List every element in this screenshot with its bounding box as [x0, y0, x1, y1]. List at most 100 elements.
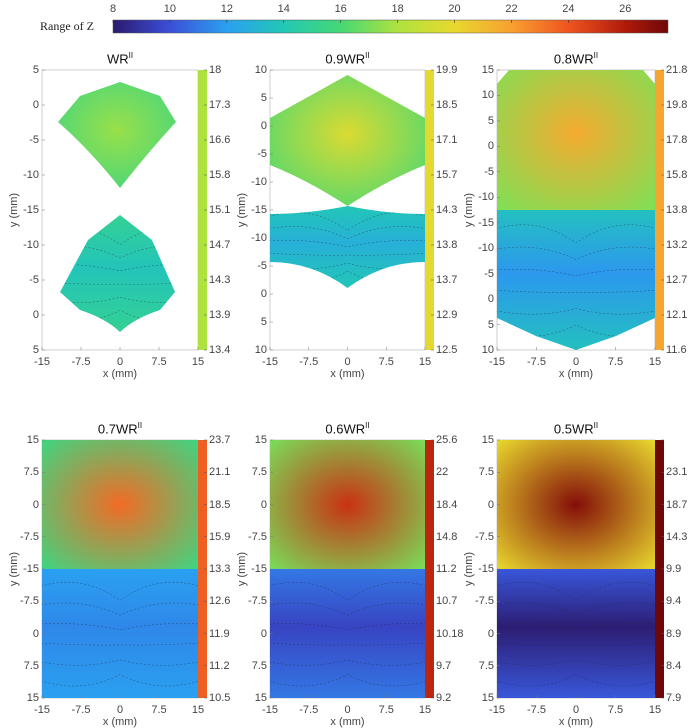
- colorbar-tick-label: 17.1: [436, 134, 458, 146]
- x-tick-label: -15: [34, 704, 50, 716]
- colorbar-tick-label: 10.18: [436, 627, 464, 640]
- x-tick-label: 0: [116, 356, 124, 368]
- contour-line: [42, 582, 198, 601]
- x-tick-label: 7.5: [607, 356, 624, 368]
- global-colorbar: [112, 19, 669, 34]
- upper-heatmap-region: [58, 82, 176, 188]
- y-axis-label: y (mm): [463, 551, 475, 587]
- colorbar-tick-label: 22: [436, 466, 449, 479]
- y-tick-label: -7.5: [475, 530, 494, 543]
- y-tick-label: -5: [257, 148, 267, 160]
- contour-line: [270, 271, 425, 283]
- y-tick-label: 10: [254, 344, 267, 356]
- colorbar-tick-label: 18.5: [209, 498, 231, 511]
- y-tick-label: 15: [254, 692, 267, 704]
- y-tick-label: 15: [481, 434, 494, 446]
- x-tick-label: -7.5: [527, 704, 546, 716]
- colorbar-tick-label: 14.8: [436, 530, 458, 543]
- y-tick-label: 0: [260, 627, 267, 640]
- colorbar-tick-label: 14.7: [209, 239, 231, 251]
- x-tick-label: 0: [344, 704, 351, 716]
- panel-title: 0.6WRII: [325, 418, 369, 436]
- global-colorbar-tick-label: 26: [619, 3, 632, 15]
- colorbar-tick-label: 18.4: [436, 498, 458, 511]
- y-tick-label: 0: [32, 99, 39, 111]
- colorbar-tick-label: 11.9: [209, 627, 230, 640]
- y-tick-label: 7.5: [478, 466, 494, 479]
- colorbar-tick-label: 11.2: [209, 659, 230, 672]
- contour-line: [60, 245, 175, 259]
- y-tick-label: -7.5: [248, 595, 267, 608]
- x-tick-label: -15: [262, 704, 278, 716]
- panel-colorbar: [655, 70, 664, 350]
- y-tick-label: 5: [32, 64, 39, 76]
- colorbar-tick-label: 12.5: [436, 344, 458, 356]
- x-tick-label: -7.5: [299, 356, 319, 368]
- x-tick-label: 0: [572, 704, 580, 716]
- x-tick-label: 15: [648, 704, 662, 716]
- panel-title: 0.5WRII: [554, 418, 598, 436]
- x-tick-label: 15: [648, 356, 662, 368]
- x-tick-label: -15: [34, 356, 50, 368]
- y-tick-label: 5: [260, 316, 267, 328]
- y-tick-label: 15: [26, 692, 39, 704]
- colorbar-tick-label: 14.3: [436, 204, 458, 216]
- x-tick-label: 7.5: [378, 704, 394, 716]
- contour-line: [497, 269, 655, 277]
- y-tick-label: -5: [484, 267, 494, 280]
- global-colorbar-tick-label: 8: [109, 3, 117, 15]
- x-axis-label: x (mm): [102, 716, 138, 728]
- colorbar-tick-label: 15.8: [666, 169, 688, 181]
- y-tick-label: 5: [487, 114, 494, 127]
- x-tick-label: 15: [191, 356, 205, 368]
- y-tick-label: -7.5: [475, 595, 494, 608]
- colorbar-tick-label: 16.6: [209, 134, 231, 146]
- panel-colorbar: [655, 440, 664, 698]
- contour-line: [497, 582, 655, 601]
- colorbar-tick-label: 8.4: [666, 659, 682, 672]
- y-tick-label: 7.5: [478, 659, 494, 672]
- colorbar-tick-label: 13.2: [666, 239, 688, 251]
- panel-title: WRII: [107, 48, 133, 66]
- panel-colorbar: [425, 440, 434, 698]
- x-tick-label: 7.5: [378, 356, 394, 368]
- x-tick-label: 15: [191, 704, 205, 716]
- panel-title-text: 0.6WR: [325, 421, 366, 437]
- contour-line: [497, 623, 655, 631]
- panel-title: 0.7WRII: [98, 418, 142, 436]
- y-tick-label: -10: [23, 169, 39, 181]
- colorbar-tick-label: 21.1: [209, 466, 231, 479]
- global-colorbar-tick-label: 22: [505, 3, 518, 15]
- y-tick-label: 0: [32, 498, 39, 511]
- y-tick-label: -15: [23, 204, 39, 216]
- y-tick-label: -15: [23, 563, 39, 575]
- contour-line: [497, 224, 655, 244]
- contour-line: [270, 240, 425, 248]
- colorbar-tick-label: 9.9: [666, 563, 682, 575]
- y-tick-label: 0: [260, 288, 267, 300]
- contour-line: [497, 308, 655, 315]
- y-tick-label: 7.5: [251, 466, 267, 479]
- colorbar-tick-label: 17.8: [666, 134, 688, 146]
- colorbar-tick-label: 12.6: [209, 595, 231, 608]
- x-tick-label: 0: [116, 704, 124, 716]
- colorbar-tick-label: 23.1: [666, 466, 688, 479]
- x-tick-label: 7.5: [607, 704, 624, 716]
- y-tick-label: -7.5: [248, 530, 267, 543]
- colorbar-tick-label: 12.9: [436, 309, 458, 321]
- colorbar-tick-label: 13.4: [209, 344, 231, 356]
- global-colorbar-label: Range of Z: [40, 19, 94, 33]
- panel-colorbar: [198, 70, 207, 350]
- y-tick-label: 7.5: [23, 659, 39, 672]
- upper-heatmap-region: [270, 75, 425, 206]
- x-tick-label: 7.5: [151, 704, 167, 716]
- y-tick-label: -15: [478, 216, 494, 229]
- colorbar-tick-label: 25.6: [436, 434, 458, 446]
- lower-heatmap-region: [497, 210, 655, 350]
- lower-heatmap-region: [497, 569, 655, 698]
- contour-line: [497, 659, 655, 666]
- contour-line: [270, 252, 425, 256]
- colorbar-tick-label: 7.9: [666, 692, 682, 704]
- y-tick-label: 0: [32, 627, 39, 640]
